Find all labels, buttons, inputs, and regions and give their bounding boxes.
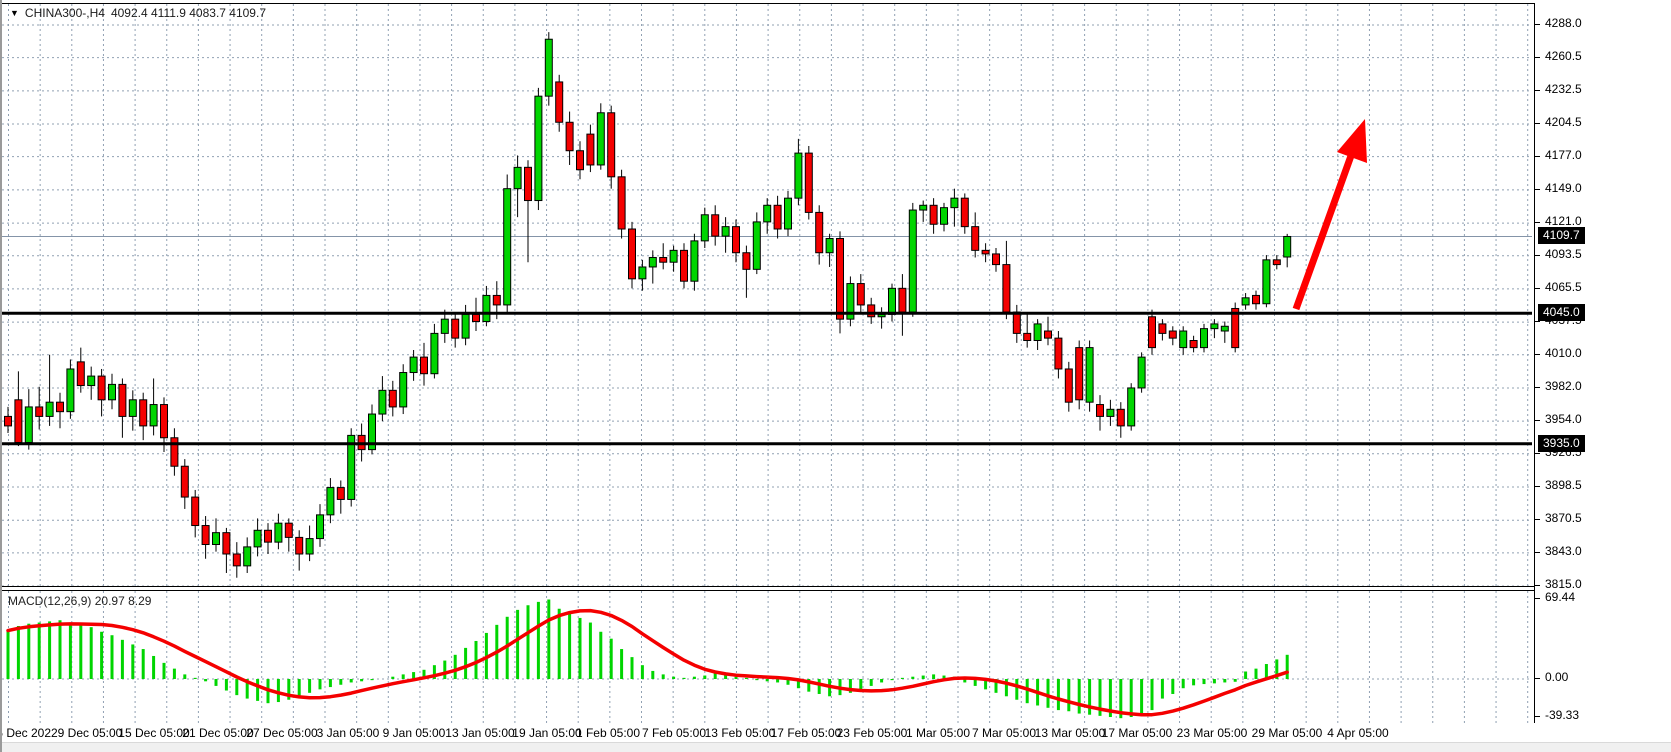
- axis-tick: [1535, 188, 1540, 190]
- price-tick-label: 3954.0: [1545, 412, 1582, 427]
- time-tick-label: 9 Jan 05:00: [382, 726, 446, 740]
- macd-axis-label: 69.44: [1545, 590, 1576, 604]
- current-price-badge: 4109.7: [1538, 227, 1585, 245]
- time-tick-label: 13 Mar 05:00: [1034, 726, 1106, 740]
- time-tick-label: 29 Mar 05:00: [1251, 726, 1323, 740]
- time-tick-label: 27 Dec 05:00: [246, 726, 318, 740]
- time-tick-label: 21 Dec 05:00: [182, 726, 254, 740]
- symbol-period-label: CHINA300-,H4: [24, 6, 105, 20]
- time-tick-label: 3 Jan 05:00: [316, 726, 380, 740]
- price-axis[interactable]: 4288.0 4260.5 4232.5 4204.5 4177.0 4149.0 4121…: [1535, 0, 1671, 723]
- axis-tick: [1535, 321, 1540, 323]
- axis-tick: [1535, 585, 1540, 587]
- time-axis[interactable]: 5 Dec 2022 9 Dec 05:00 15 Dec 05:00 21 Dec …: [2, 723, 1671, 742]
- axis-tick: [1535, 452, 1540, 454]
- window-bottom-strip: [2, 742, 1671, 752]
- macd-signal-value: 8.29: [128, 594, 152, 608]
- price-tick-label: 3870.5: [1545, 511, 1582, 526]
- time-tick-label: 1 Mar 05:00: [905, 726, 971, 740]
- price-tick-label: 4093.5: [1545, 246, 1582, 261]
- candles-layer: [4, 32, 1292, 578]
- price-tick-label: 4010.0: [1545, 345, 1582, 360]
- chart-title: ▼ CHINA300-,H4 4092.4 4111.9 4083.7 4109…: [10, 6, 266, 20]
- time-tick-label: 23 Mar 05:00: [1176, 726, 1248, 740]
- time-tick-label: 13 Jan 05:00: [445, 726, 515, 740]
- price-tick-label: 4121.0: [1545, 214, 1582, 229]
- main-chart-pane[interactable]: [2, 3, 1534, 587]
- axis-tick: [1535, 485, 1540, 487]
- time-tick-label: 17 Mar 05:00: [1101, 726, 1173, 740]
- time-tick-label: 15 Dec 05:00: [118, 726, 190, 740]
- price-tick-label: 4065.5: [1545, 279, 1582, 294]
- time-tick-label: 17 Feb 05:00: [770, 726, 842, 740]
- axis-tick: [1535, 386, 1540, 388]
- macd-params: MACD(12,26,9): [8, 594, 92, 608]
- price-tick-label: 4204.5: [1545, 115, 1582, 130]
- time-tick-label: 13 Feb 05:00: [704, 726, 776, 740]
- price-tick-label: 3843.0: [1545, 543, 1582, 558]
- axis-tick: [1535, 598, 1540, 599]
- axis-tick: [1535, 89, 1540, 91]
- axis-tick: [1535, 519, 1540, 521]
- price-tick-label: 4260.5: [1545, 48, 1582, 63]
- time-tick-label: 7 Feb 05:00: [641, 726, 707, 740]
- macd-histogram: [6, 599, 1289, 719]
- time-tick-label: 9 Dec 05:00: [57, 726, 123, 740]
- macd-grid-layer: [8, 591, 1529, 723]
- macd-indicator-pane[interactable]: [2, 590, 1534, 724]
- axis-tick: [1535, 155, 1540, 157]
- macd-indicator-label: MACD(12,26,9) 20.97 8.29: [8, 594, 151, 608]
- time-tick-label: 1 Feb 05:00: [575, 726, 641, 740]
- plot-axis-divider: [1534, 3, 1535, 723]
- main-chart-svg[interactable]: [2, 4, 1534, 587]
- macd-axis-label: -39.33: [1545, 708, 1580, 722]
- axis-tick: [1535, 24, 1540, 25]
- macd-signal-line: [6, 608, 1289, 717]
- trend-arrow-object[interactable]: [1292, 119, 1367, 311]
- price-tick-label: 3982.0: [1545, 378, 1582, 393]
- time-tick-label: 23 Feb 05:00: [836, 726, 908, 740]
- axis-tick: [1535, 716, 1540, 717]
- price-tick-label: 4232.5: [1545, 81, 1582, 96]
- macd-current-value: 20.97: [94, 594, 125, 608]
- level-price-badge: 3935.0: [1538, 434, 1585, 452]
- axis-tick: [1535, 287, 1540, 289]
- axis-tick: [1535, 254, 1540, 256]
- macd-svg[interactable]: [2, 591, 1534, 723]
- axis-tick: [1535, 420, 1540, 422]
- price-tick-label: 4177.0: [1545, 147, 1582, 162]
- level-price-badge: 4045.0: [1538, 304, 1585, 322]
- axis-tick: [1535, 123, 1540, 125]
- axis-tick: [1535, 56, 1540, 58]
- time-tick-label: 7 Mar 05:00: [971, 726, 1037, 740]
- symbol-dropdown-icon[interactable]: ▼: [10, 8, 19, 18]
- ohlc-values: 4092.4 4111.9 4083.7 4109.7: [110, 6, 266, 20]
- macd-axis-label: 0.00: [1545, 670, 1569, 684]
- pane-separator[interactable]: [2, 586, 1534, 587]
- axis-tick: [1535, 678, 1540, 679]
- axis-tick: [1535, 551, 1540, 553]
- price-tick-label: 3898.5: [1545, 477, 1582, 492]
- price-tick-label: 4149.0: [1545, 180, 1582, 195]
- time-tick-label: 5 Dec 2022: [0, 726, 58, 740]
- price-tick-label: 3815.0: [1545, 577, 1582, 592]
- axis-tick: [1535, 353, 1540, 355]
- price-tick-label: 4288.0: [1545, 16, 1582, 30]
- axis-tick: [1535, 222, 1540, 224]
- time-tick-label: 19 Jan 05:00: [512, 726, 582, 740]
- time-tick-label: 4 Apr 05:00: [1327, 726, 1389, 740]
